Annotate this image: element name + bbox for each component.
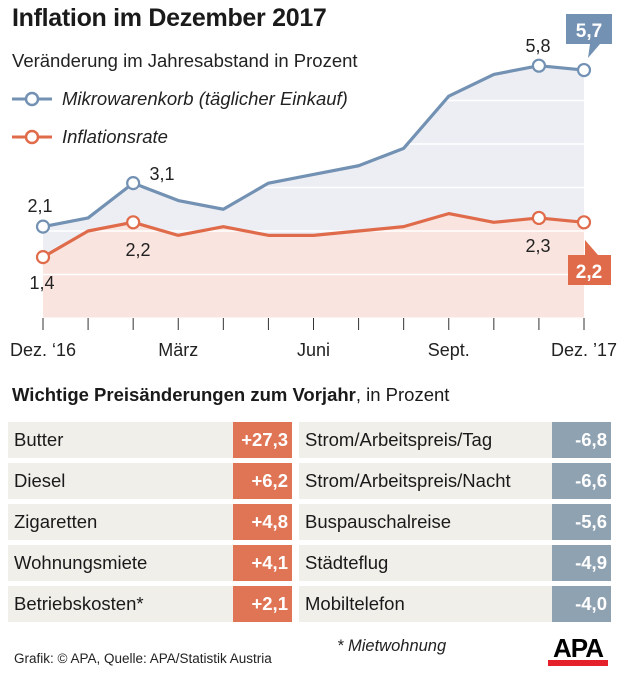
item-value: -6,8 [552,422,611,458]
item-label: Mobiltelefon [299,586,552,622]
data-point-marker-0 [35,219,51,234]
data-point-marker-0 [126,176,141,191]
item-label: Diesel [8,463,233,499]
data-label: 2,3 [525,236,550,256]
apa-logo: APA [548,633,608,666]
increase-row: Wohnungsmiete +4,1 [8,545,292,581]
x-tick-label: Sept. [428,340,470,360]
data-point-marker-1 [126,215,141,230]
x-tick-label: Juni [297,340,330,360]
data-label: 5,8 [525,36,550,56]
increase-row: Zigaretten +4,8 [8,504,292,540]
item-value: -6,6 [552,463,611,499]
callout-value-mikrowarenkorb: 5,7 [576,21,602,42]
item-label: Strom/Arbeitspreis/Nacht [299,463,552,499]
data-label: 2,2 [125,240,150,260]
x-tick-label: Dez. ’17 [551,340,617,360]
item-label: Butter [8,422,233,458]
item-value: -4,0 [552,586,611,622]
data-point-marker-1 [35,250,51,265]
price-changes-title-rest: , in Prozent [355,384,450,405]
data-label: 3,1 [149,164,174,184]
x-tick-label: März [158,340,198,360]
item-value: +27,3 [233,422,292,458]
data-point-marker-1 [576,215,592,230]
item-label: Betriebskosten* [8,586,233,622]
item-label: Strom/Arbeitspreis/Tag [299,422,552,458]
apa-logo-text: APA [553,633,604,663]
item-value: -5,6 [552,504,611,540]
increase-row: Butter +27,3 [8,422,292,458]
data-point-marker-0 [576,62,592,78]
price-changes-title: Wichtige Preisänderungen zum Vorjahr, in… [12,384,449,406]
decrease-row: Buspauschalreise -5,6 [299,504,611,540]
item-label: Zigaretten [8,504,233,540]
footnote: * Mietwohnung [337,637,447,655]
price-changes-title-bold: Wichtige Preisänderungen zum Vorjahr [12,384,356,405]
data-point-marker-0 [531,58,547,73]
decrease-row: Mobiltelefon -4,0 [299,586,611,622]
item-value: +6,2 [233,463,292,499]
x-tick-label: Dez. ‘16 [10,340,76,360]
callout-box-inflationsrate [568,240,611,285]
legend-marker-blue-icon [12,91,52,107]
legend-label: Mikrowarenkorb (täglicher Einkauf) [62,88,348,109]
item-value: +4,1 [233,545,292,581]
legend-item-mikrowarenkorb: Mikrowarenkorb (täglicher Einkauf) [12,88,348,110]
data-label: 1,4 [29,273,54,293]
data-point-marker-1 [531,210,547,226]
item-label: Wohnungsmiete [8,545,233,581]
callout-box-mikrowarenkorb [566,14,612,58]
item-value: +4,8 [233,504,292,540]
item-value: -4,9 [552,545,611,581]
apa-logo-bar [548,660,608,666]
chart-subtitle: Veränderung im Jahresabstand in Prozent [12,50,358,71]
increase-row: Betriebskosten* +2,1 [8,586,292,622]
increase-row: Diesel +6,2 [8,463,292,499]
area-fill-1 [43,213,584,318]
decrease-row: Städteflug -4,9 [299,545,611,581]
legend-marker-orange-icon [12,129,52,145]
data-label: 2,1 [27,196,52,216]
decrease-row: Strom/Arbeitspreis/Nacht -6,6 [299,463,611,499]
source-credit: Grafik: © APA, Quelle: APA/Statistik Aus… [14,651,272,666]
item-label: Buspauschalreise [299,504,552,540]
decrease-row: Strom/Arbeitspreis/Tag -6,8 [299,422,611,458]
callout-value-inflationsrate: 2,2 [576,262,602,283]
chart-title: Inflation im Dezember 2017 [12,4,327,32]
line-chart: Dez. ‘16 März Juni Sept. Dez. ’17 2,1 3,1 5,8 1… [10,14,617,360]
item-value: +2,1 [233,586,292,622]
legend-item-inflationsrate: Inflationsrate [12,126,168,148]
legend-label: Inflationsrate [62,126,168,147]
item-label: Städteflug [299,545,552,581]
